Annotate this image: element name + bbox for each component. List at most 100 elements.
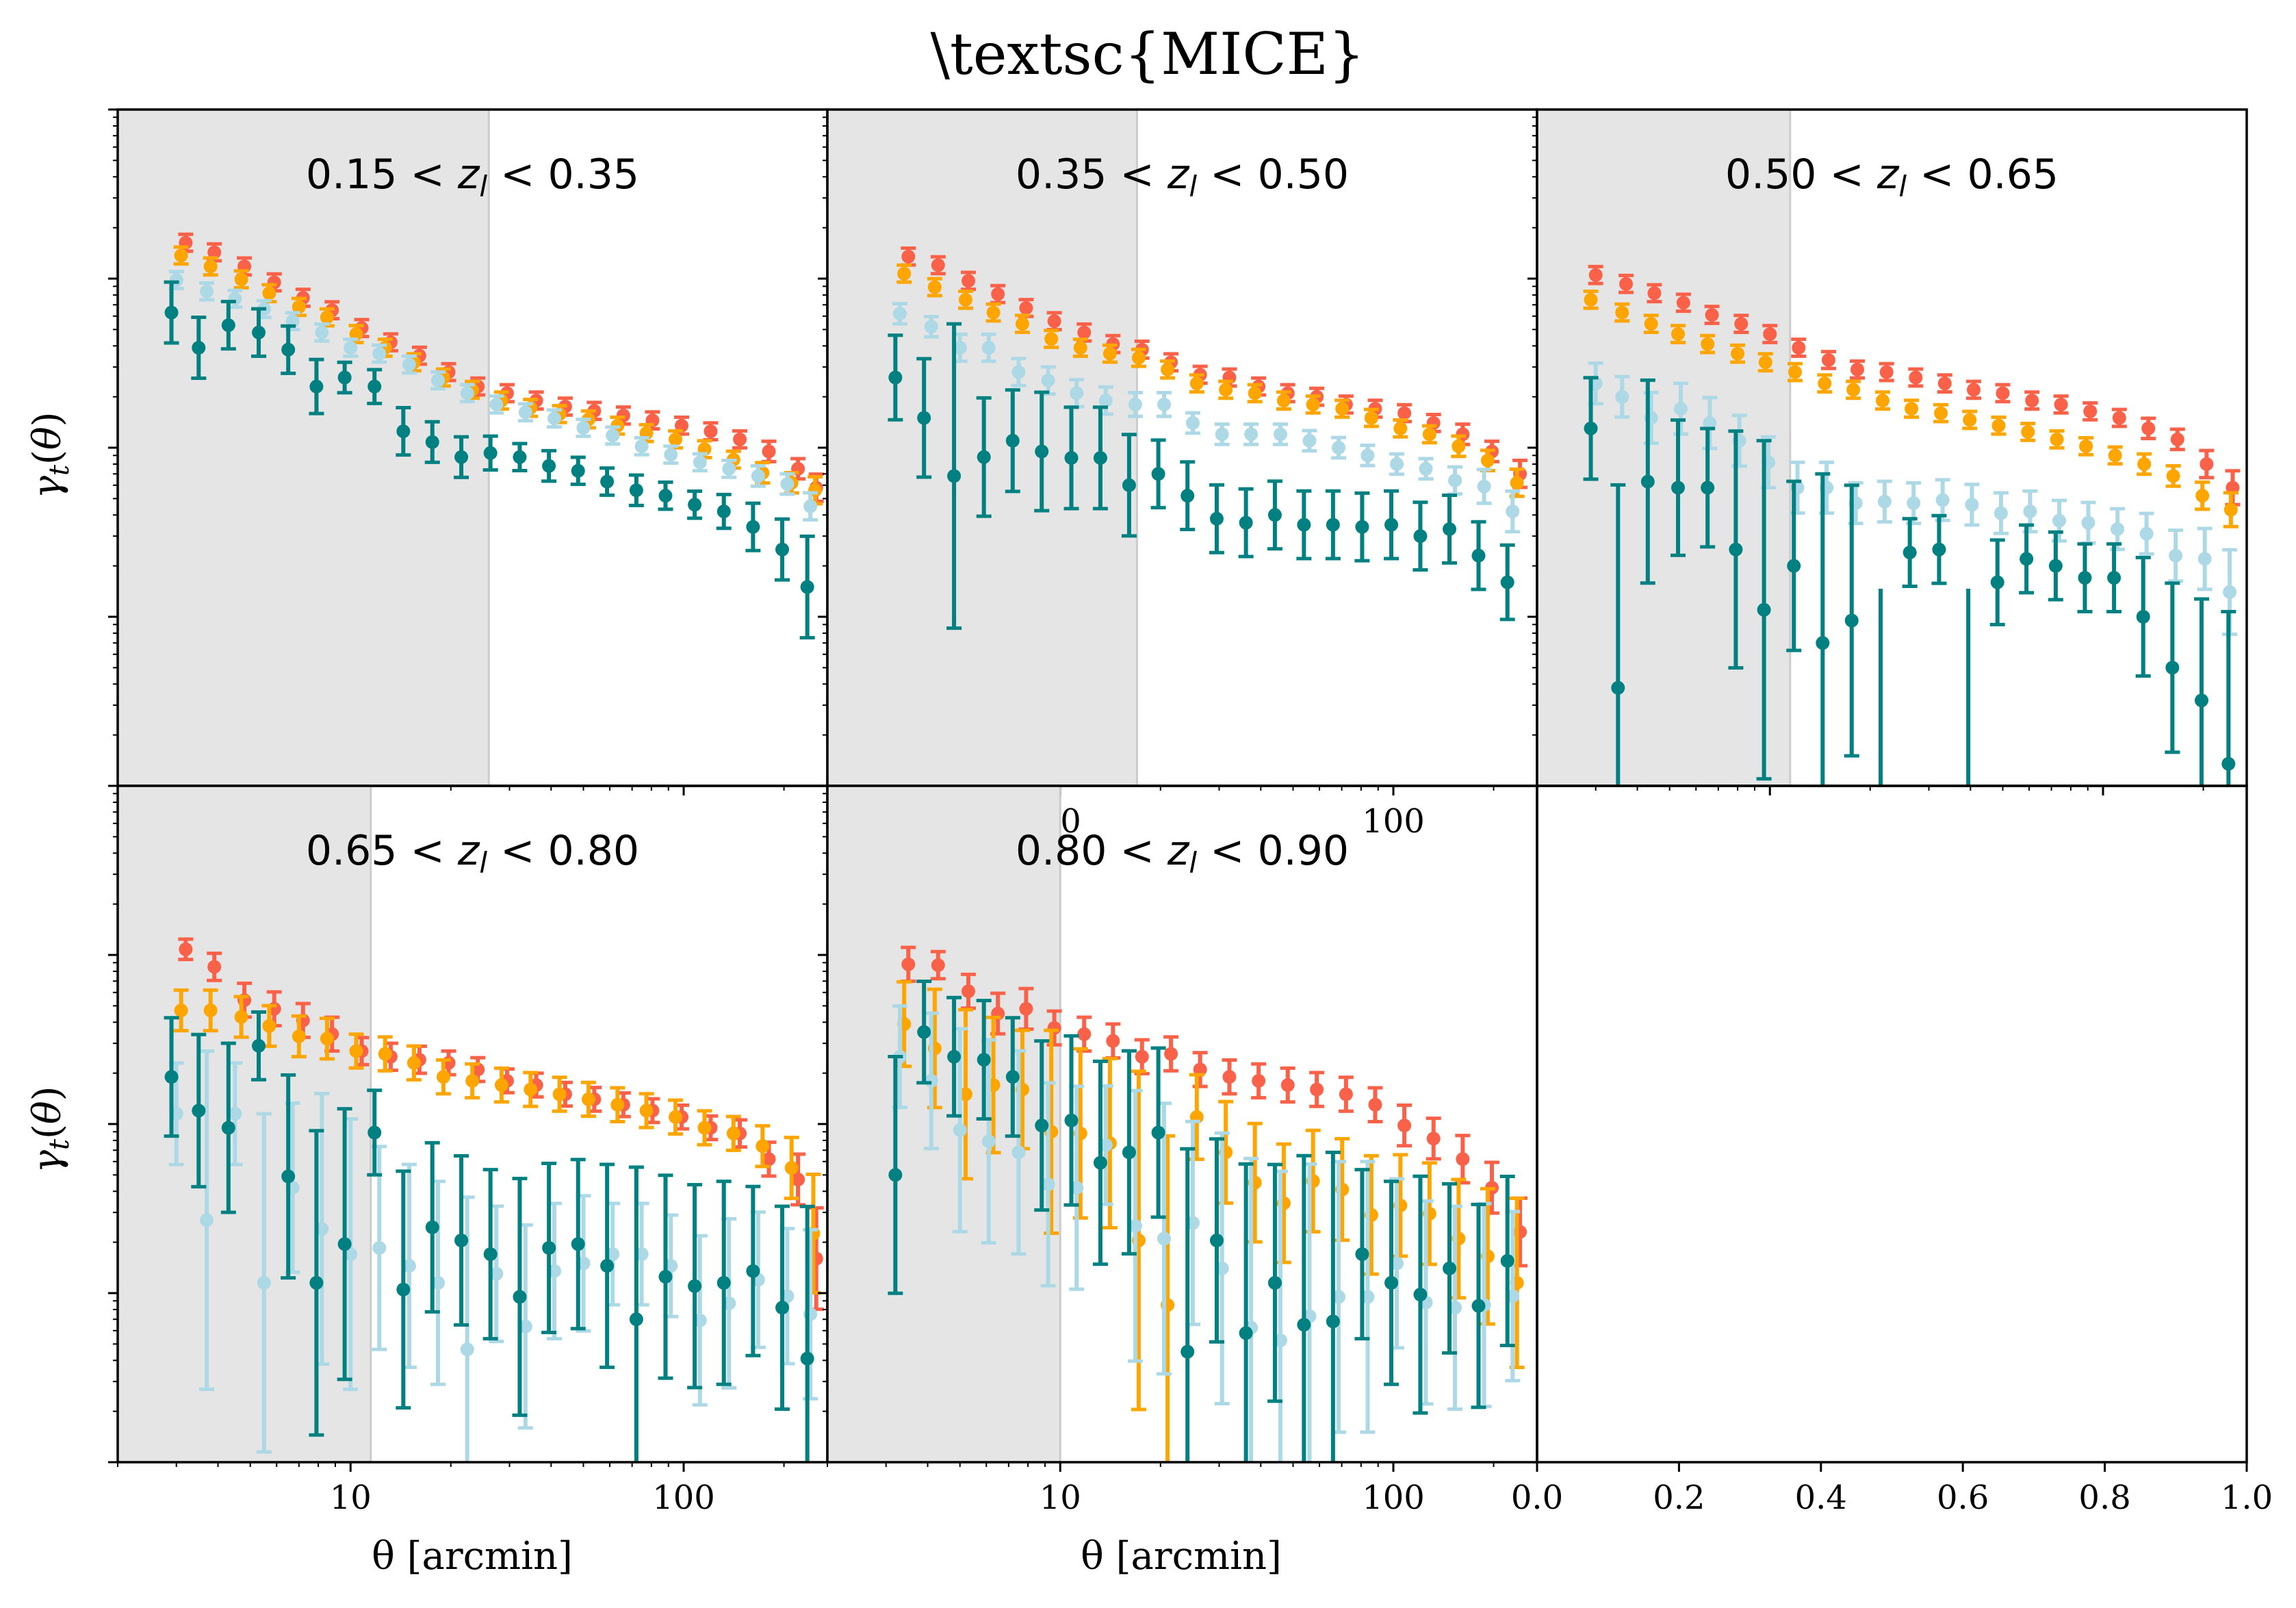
data-point	[2023, 505, 2037, 519]
data-point	[1122, 478, 1136, 492]
data-point	[1413, 529, 1428, 544]
data-point	[1280, 1078, 1295, 1093]
data-point	[2169, 548, 2183, 563]
data-point	[780, 477, 795, 492]
data-point	[959, 1087, 972, 1101]
series-1	[1588, 264, 2241, 507]
data-point	[1935, 493, 1950, 507]
data-point	[1276, 394, 1291, 408]
data-point	[1510, 476, 1524, 490]
data-point	[2050, 432, 2064, 446]
panel-6: 0.0 0.2 0.4 0.6 0.8 1.0	[1511, 784, 2273, 1517]
data-point	[1397, 406, 1412, 420]
data-point	[1390, 457, 1404, 471]
data-point	[1588, 268, 1603, 282]
data-point	[460, 386, 474, 400]
data-point	[746, 520, 760, 534]
data-point	[252, 1038, 266, 1053]
data-point	[2141, 421, 2156, 435]
data-point	[1619, 277, 1634, 291]
data-point	[2223, 502, 2238, 517]
data-point	[576, 421, 591, 435]
data-layer	[1583, 264, 2241, 786]
data-point	[281, 342, 296, 357]
data-point	[1326, 1314, 1340, 1329]
data-point	[1419, 461, 1433, 476]
data-point	[2079, 439, 2093, 453]
data-point	[947, 1049, 962, 1064]
data-point	[1239, 515, 1253, 530]
data-point	[1471, 548, 1486, 563]
data-point	[1443, 1261, 1457, 1275]
panel-4: 10 100 0.65 < zl < 0.80	[108, 784, 829, 1517]
data-layer	[164, 937, 824, 1462]
data-point	[762, 1152, 776, 1166]
data-layer	[888, 945, 1528, 1462]
data-point	[2020, 552, 2034, 566]
data-point	[1506, 505, 1520, 519]
data-point	[402, 1259, 416, 1273]
data-point	[1302, 433, 1317, 448]
data-point	[1064, 1113, 1079, 1127]
data-point	[953, 341, 967, 355]
data-point	[2170, 432, 2184, 446]
data-point	[494, 1078, 508, 1093]
data-point	[471, 1062, 485, 1077]
data-point	[513, 450, 527, 464]
data-point	[465, 1073, 480, 1088]
panel-title: 0.15 < zl < 0.35	[306, 151, 639, 203]
data-point	[610, 1097, 625, 1112]
data-point	[292, 1029, 306, 1043]
data-point	[349, 1044, 363, 1058]
data-point	[600, 474, 615, 489]
data-point	[179, 942, 193, 956]
data-point	[924, 320, 938, 334]
data-point	[396, 424, 411, 439]
x-tick-label: 0.4	[1795, 1479, 1847, 1517]
data-point	[430, 373, 445, 387]
data-point	[606, 1247, 620, 1262]
shaded-region	[1537, 110, 1790, 786]
data-point	[704, 424, 718, 439]
data-point	[454, 450, 469, 464]
data-point	[367, 379, 382, 394]
data-point	[1879, 365, 1894, 379]
data-point	[1005, 433, 1020, 448]
data-point	[425, 1220, 439, 1234]
data-point	[174, 1003, 188, 1017]
data-point	[901, 249, 916, 264]
data-point	[1335, 402, 1350, 416]
panel-3: 0.50 < zl < 0.65	[1527, 108, 2248, 795]
data-point	[489, 1266, 504, 1281]
data-point	[1937, 377, 1952, 391]
data-point	[606, 429, 620, 443]
data-point	[221, 318, 235, 333]
data-point	[1584, 292, 1598, 307]
data-point	[722, 461, 736, 476]
data-point	[1189, 377, 1204, 391]
series-4	[164, 280, 815, 640]
data-point	[2025, 394, 2039, 408]
data-point	[1676, 296, 1690, 310]
data-point	[1181, 1344, 1195, 1359]
data-point	[981, 1134, 996, 1149]
data-point	[547, 411, 562, 426]
data-point	[1047, 314, 1061, 329]
data-point	[1122, 1145, 1136, 1160]
data-point	[1877, 494, 1892, 509]
data-point	[1310, 1082, 1324, 1097]
data-point	[1077, 325, 1092, 340]
data-point	[221, 1121, 235, 1135]
data-point	[1102, 346, 1117, 361]
data-point	[977, 450, 991, 464]
data-point	[2107, 571, 2121, 585]
x-tick-label: 1.0	[2221, 1479, 2273, 1517]
data-point	[888, 370, 903, 385]
data-point	[200, 284, 214, 298]
data-point	[775, 1301, 790, 1315]
data-point	[1705, 308, 1719, 322]
data-point	[600, 1259, 615, 1273]
data-point	[1041, 373, 1055, 387]
data-point	[959, 292, 972, 307]
